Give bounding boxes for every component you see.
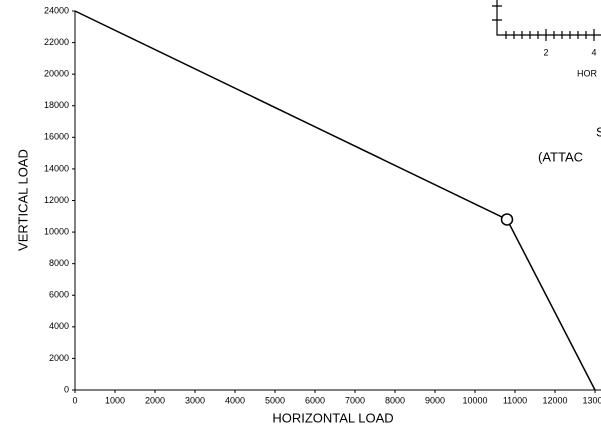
x-tick-label: 1000: [105, 395, 125, 405]
y-tick-label: 0: [64, 384, 69, 394]
annotation: S: [596, 124, 601, 139]
y-tick-label: 12000: [44, 195, 69, 205]
inset-axis: [496, 0, 601, 36]
y-tick-label: 16000: [44, 132, 69, 142]
x-tick-label: 9000: [425, 395, 445, 405]
x-tick-label: 2000: [145, 395, 165, 405]
y-tick-label: 10000: [44, 226, 69, 236]
y-tick-label: 2000: [49, 353, 69, 363]
y-tick-label: 24000: [44, 5, 69, 15]
x-tick-label: 6000: [305, 395, 325, 405]
line: [74, 10, 596, 391]
x-tick-label: 3000: [185, 395, 205, 405]
y-tick-label: 8000: [49, 258, 69, 268]
x-tick-label: 8000: [385, 395, 405, 405]
x-tick-label: 7000: [345, 395, 365, 405]
y-tick-label: 20000: [44, 69, 69, 79]
point-marker: [500, 213, 514, 226]
x-tick-label: 12000: [542, 395, 567, 405]
y-tick-label: 14000: [44, 163, 69, 173]
x-axis-label: HORIZONTAL LOAD: [272, 410, 393, 425]
y-tick-label: 18000: [44, 100, 69, 110]
inset-axes: [492, 0, 601, 41]
inset-ticks: [492, 5, 595, 41]
x-tick-label: 13000: [582, 395, 601, 405]
y-axis-label: VERTICAL LOAD: [15, 149, 30, 251]
inset-tick-label: 2: [543, 47, 548, 57]
inset-axis-label: HOR: [577, 68, 598, 78]
x-tick-label: 11000: [503, 395, 527, 405]
annotation: (ATTAC: [538, 149, 583, 164]
x-tick-label: 4000: [225, 395, 245, 405]
y-tick-label: 22000: [44, 37, 69, 47]
y-tick-label: 4000: [49, 321, 69, 331]
y-tick-label: 6000: [49, 290, 69, 300]
inset-tick-label: 4: [591, 47, 596, 57]
x-tick-label: 10000: [462, 395, 487, 405]
x-tick-label: 5000: [265, 395, 285, 405]
x-tick-label: 0: [72, 395, 77, 405]
